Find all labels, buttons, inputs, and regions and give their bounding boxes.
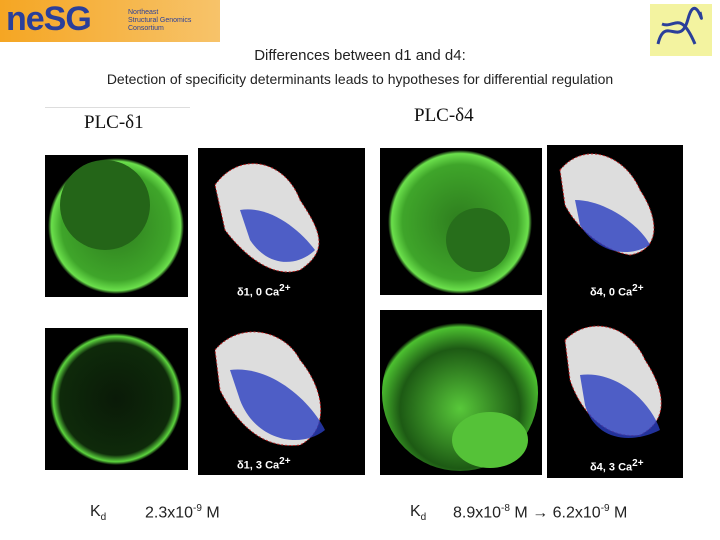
image-label: δ1, 0 Ca2+ [237, 283, 291, 299]
logo-line: Structural Genomics [128, 17, 192, 24]
panel-heading: PLC-δ1 [84, 112, 144, 133]
kd-sub: d [420, 512, 427, 524]
label-text: δ4, 0 Ca [590, 286, 633, 299]
kd-exponent: -9 [600, 503, 610, 514]
panel-heading: PLC-δ4 [414, 105, 474, 126]
label-sup: 2+ [279, 456, 291, 467]
kd-k: K [90, 503, 101, 520]
kd-unit: M [614, 504, 628, 522]
kd-mantissa: 6.2x10 [552, 504, 601, 522]
kd-mantissa: 8.9x10 [453, 504, 502, 522]
image-label: δ4, 3 Ca2+ [590, 458, 644, 474]
logo-text: Northeast Structural Genomics Consortium [128, 9, 191, 33]
kd-value: 8.9x10-8 M → 6.2x10-9 M [453, 503, 627, 522]
image-label: δ4, 0 Ca2+ [590, 283, 644, 299]
divider [45, 107, 190, 108]
label-sup: 2+ [279, 283, 291, 294]
kd-exponent: -9 [193, 503, 202, 514]
kd-unit: M [514, 504, 528, 522]
image-label: δ1, 3 Ca2+ [237, 456, 291, 472]
label-sup: 2+ [632, 283, 644, 294]
logo-line: Consortium [128, 25, 164, 32]
label-sup: 2+ [632, 458, 644, 469]
protein-icon [650, 4, 712, 56]
kd-exponent: -8 [501, 503, 510, 514]
kd-sub: d [100, 512, 107, 524]
kd-symbol: Kd [90, 503, 106, 523]
surface [214, 153, 662, 447]
title: Differences between d1 and d4: [254, 47, 466, 64]
label-text: δ1, 3 Ca [237, 459, 280, 472]
kd-value: 2.3x10-9 M [145, 503, 220, 522]
logo-line: Northeast [128, 9, 159, 16]
subtitle: Detection of specificity determinants le… [106, 71, 614, 87]
kd-unit: M [206, 504, 220, 522]
label-text: δ4, 3 Ca [590, 461, 633, 474]
kd-symbol: Kd [410, 503, 426, 523]
logo-mark: neSG [6, 0, 92, 38]
kd-k: K [410, 503, 421, 520]
kd-mantissa: 2.3x10 [145, 504, 194, 522]
logo: neSG Northeast Structural Genomics Conso… [0, 0, 220, 42]
kd-arrow: → [532, 504, 549, 522]
label-text: δ1, 0 Ca [237, 286, 280, 299]
